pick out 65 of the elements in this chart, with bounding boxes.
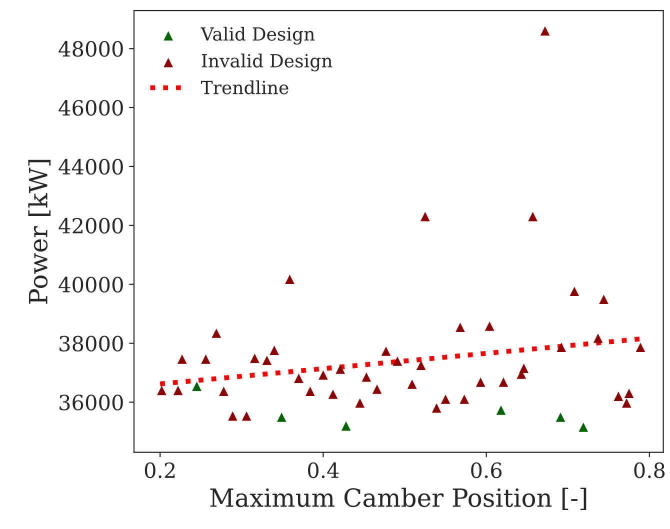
point [219, 386, 228, 396]
point [250, 354, 260, 363]
point [528, 212, 538, 222]
point [440, 394, 450, 404]
point [476, 378, 486, 387]
point [355, 398, 365, 408]
point [556, 412, 566, 422]
point [432, 403, 442, 413]
point [372, 384, 382, 394]
legend-label: Valid Design [200, 26, 315, 45]
x-axis-title: Maximum Camber Position [-] [210, 488, 586, 510]
point [362, 372, 372, 382]
point [294, 374, 304, 383]
y-axis-title: Power [kW] [28, 160, 51, 304]
point [593, 334, 603, 343]
y-tick-label: 48000 [58, 41, 123, 57]
point [519, 364, 528, 373]
x-tick-label: 0.8 [634, 462, 665, 478]
point [228, 411, 238, 421]
y-tick-label: 44000 [58, 158, 123, 175]
point [622, 398, 632, 408]
point [341, 421, 351, 431]
point [540, 26, 550, 36]
y-tick-label: 46000 [58, 100, 123, 116]
point [416, 360, 426, 370]
y-tick-label: 42000 [58, 218, 123, 234]
x-tick-label: 0.6 [471, 462, 502, 478]
point [420, 212, 430, 222]
point [456, 322, 465, 332]
point [496, 406, 506, 415]
point [262, 356, 272, 366]
point [624, 388, 634, 398]
point [242, 411, 252, 421]
point [212, 328, 222, 338]
point [460, 394, 469, 404]
point [636, 342, 646, 352]
point [328, 390, 338, 399]
point [392, 356, 402, 366]
point [407, 380, 417, 389]
point [336, 364, 345, 374]
point [270, 346, 279, 355]
point [578, 422, 588, 432]
legend-label: Trendline [200, 80, 288, 94]
point [173, 386, 183, 396]
point [285, 274, 294, 284]
point [484, 322, 494, 331]
point [306, 386, 315, 396]
y-tick-label: 38000 [60, 336, 123, 352]
point [276, 412, 286, 422]
x-tick-label: 0.2 [144, 462, 175, 478]
point [614, 392, 624, 401]
point [381, 346, 391, 356]
point [177, 354, 187, 364]
point [556, 342, 566, 352]
x-tick-label: 0.4 [308, 462, 339, 478]
point [318, 370, 328, 380]
legend-label: Invalid Design [202, 54, 332, 72]
point [498, 378, 508, 387]
y-tick-label: 36000 [60, 394, 123, 410]
point [157, 386, 166, 396]
point [192, 382, 202, 391]
point [599, 294, 608, 304]
y-tick-label: 40000 [58, 276, 123, 293]
point [201, 354, 210, 364]
point [570, 286, 580, 296]
